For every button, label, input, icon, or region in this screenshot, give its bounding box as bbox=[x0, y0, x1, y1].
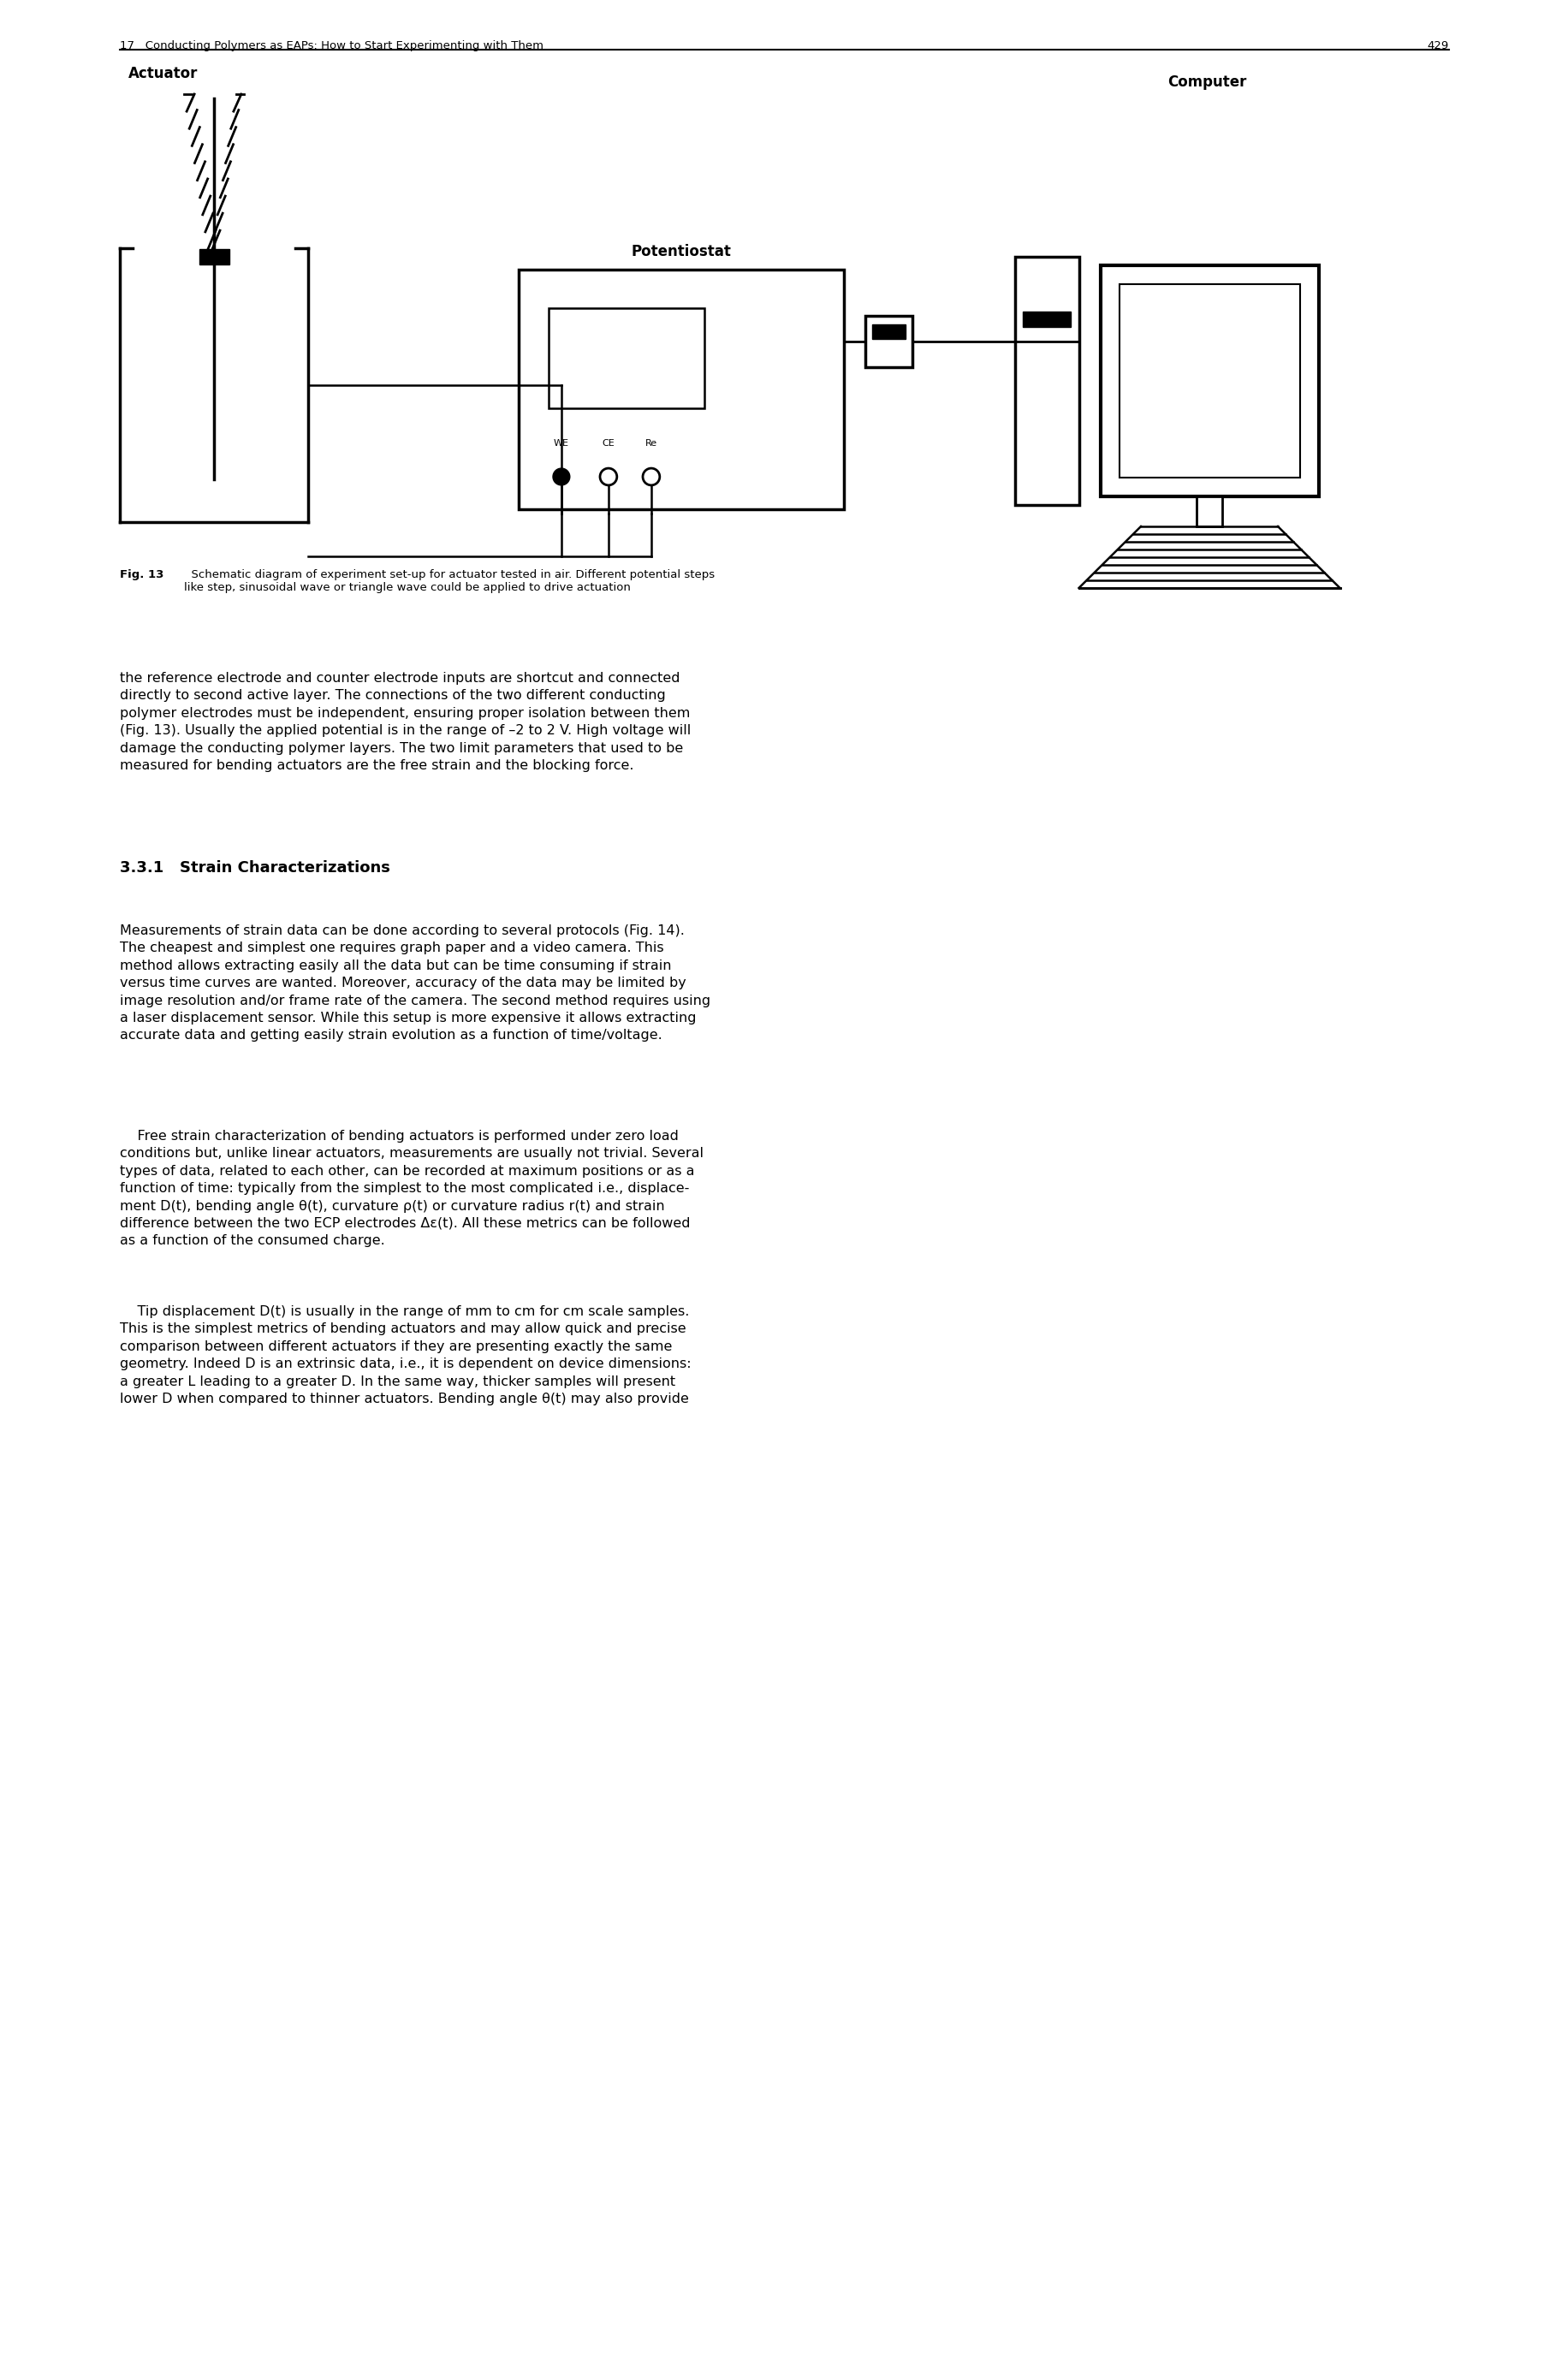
Bar bbox=[519, 268, 844, 508]
Text: Measurements of strain data can be done according to several protocols (Fig. 14): Measurements of strain data can be done … bbox=[119, 924, 710, 1043]
Text: CE: CE bbox=[602, 440, 615, 447]
Bar bbox=[872, 326, 905, 340]
Bar bbox=[866, 316, 913, 368]
Circle shape bbox=[552, 468, 569, 485]
Bar bbox=[1118, 285, 1298, 478]
Text: Free strain characterization of bending actuators is performed under zero load
c: Free strain characterization of bending … bbox=[119, 1131, 702, 1247]
Text: 17   Conducting Polymers as EAPs: How to Start Experimenting with Them: 17 Conducting Polymers as EAPs: How to S… bbox=[119, 40, 543, 52]
Text: 429: 429 bbox=[1427, 40, 1449, 52]
Text: Tip displacement D(t) is usually in the range of mm to cm for cm scale samples.
: Tip displacement D(t) is usually in the … bbox=[119, 1304, 691, 1404]
Text: Fig. 13: Fig. 13 bbox=[119, 570, 163, 580]
Text: the reference electrode and counter electrode inputs are shortcut and connected
: the reference electrode and counter elec… bbox=[119, 672, 690, 772]
Text: WE: WE bbox=[554, 440, 569, 447]
Text: Potentiostat: Potentiostat bbox=[630, 245, 731, 259]
Text: Re: Re bbox=[644, 440, 657, 447]
Text: 3.3.1   Strain Characterizations: 3.3.1 Strain Characterizations bbox=[119, 860, 390, 877]
Bar bbox=[549, 309, 704, 409]
Text: Computer: Computer bbox=[1167, 74, 1247, 90]
Bar bbox=[1099, 266, 1317, 497]
Bar bbox=[1196, 497, 1221, 527]
Bar bbox=[1014, 257, 1079, 506]
Bar bbox=[1022, 311, 1069, 328]
Text: Schematic diagram of experiment set-up for actuator tested in air. Different pot: Schematic diagram of experiment set-up f… bbox=[183, 570, 715, 594]
Text: Actuator: Actuator bbox=[129, 67, 198, 81]
Bar bbox=[199, 249, 229, 264]
